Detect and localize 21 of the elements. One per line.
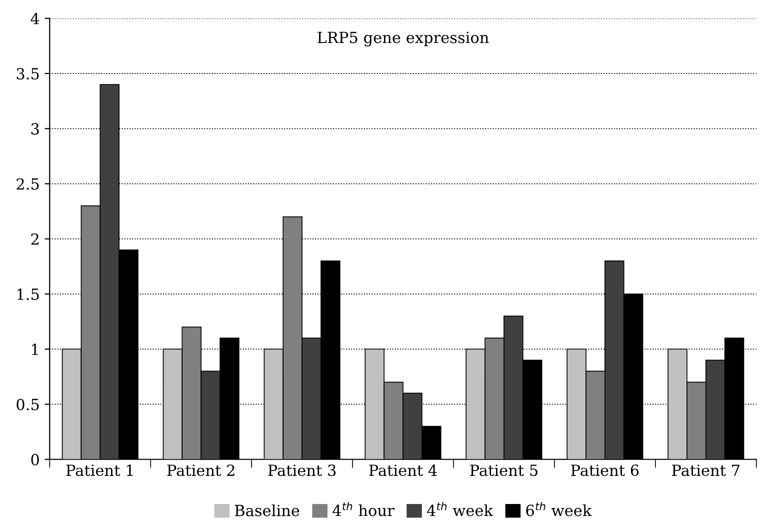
y-tick-label: 1	[32, 344, 38, 355]
y-tick-label: 4	[30, 12, 40, 24]
x-tick-label: Patient 7	[672, 464, 740, 476]
y-tick-label: 2.5	[16, 178, 39, 190]
y-tick-label: 0.5	[16, 398, 39, 410]
legend-label: 4$^{th}$ hour	[332, 502, 394, 516]
y-tick-label: 1.5	[18, 288, 39, 300]
y-tick-label: 2	[31, 233, 38, 245]
x-tick-label: Patient 5	[470, 464, 538, 476]
x-tick-label: Patient 6	[571, 464, 639, 476]
x-tick-label: Patient 3	[268, 464, 336, 476]
x-tick-label: Patient 4	[369, 464, 437, 476]
legend-label: 6$^{th}$ week	[526, 502, 592, 516]
legend-label: Baseline	[234, 504, 300, 516]
legend-label: 4$^{th}$ week	[426, 502, 494, 516]
y-tick-label: 0	[31, 454, 39, 466]
x-tick-label: Patient 1	[66, 464, 133, 476]
x-tick-label: Patient 2	[167, 464, 234, 476]
y-tick-label: 3.5	[16, 68, 39, 80]
text: LRP5 gene expression	[318, 32, 489, 46]
y-tick-label: 3	[31, 123, 39, 135]
